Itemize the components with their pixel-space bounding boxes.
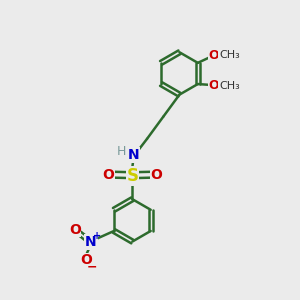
Text: −: − [87,260,98,273]
Text: CH₃: CH₃ [219,50,240,61]
Text: H: H [117,145,126,158]
Text: +: + [93,231,101,241]
Text: O: O [209,79,219,92]
Text: CH₃: CH₃ [219,80,240,91]
Text: O: O [80,254,92,267]
Text: O: O [209,49,219,62]
Text: N: N [128,148,140,162]
Text: O: O [102,168,114,182]
Text: O: O [69,223,81,237]
Text: N: N [85,235,97,249]
Text: S: S [126,167,138,185]
Text: O: O [151,168,162,182]
